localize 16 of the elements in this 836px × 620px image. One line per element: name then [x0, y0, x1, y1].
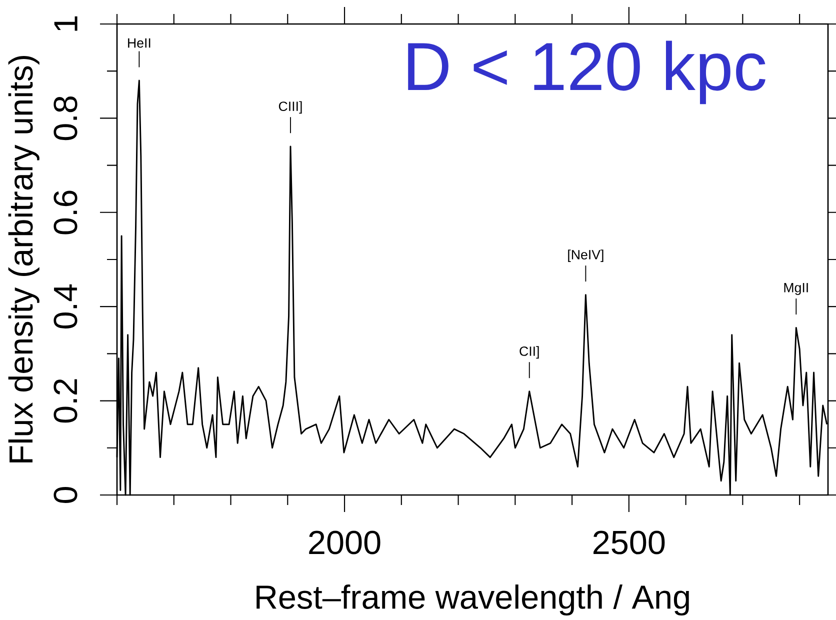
x-axis-title: Rest–frame wavelength / Ang	[256, 584, 689, 616]
y-tick-label: 0.6	[54, 190, 78, 234]
annotation: HeII	[128, 38, 150, 48]
annotation: MgII	[784, 283, 808, 295]
y-tick-label: 0.4	[54, 284, 78, 328]
y-tick-label: 0	[54, 487, 78, 503]
y-tick-label: 0.2	[54, 379, 78, 423]
y-tick-label: 0.8	[54, 96, 78, 140]
x-tick-label: 2000	[309, 530, 380, 554]
y-tick-label: 1	[54, 16, 78, 31]
annotation: CIII]	[278, 101, 302, 114]
y-axis-title: Flux density (arbitrary units)	[8, 56, 40, 462]
annotation: [NeIV]	[568, 250, 604, 262]
annotation: D < 120 kpc	[408, 40, 766, 104]
annotation: CII]	[520, 346, 539, 359]
x-tick-label: 2500	[594, 530, 665, 554]
